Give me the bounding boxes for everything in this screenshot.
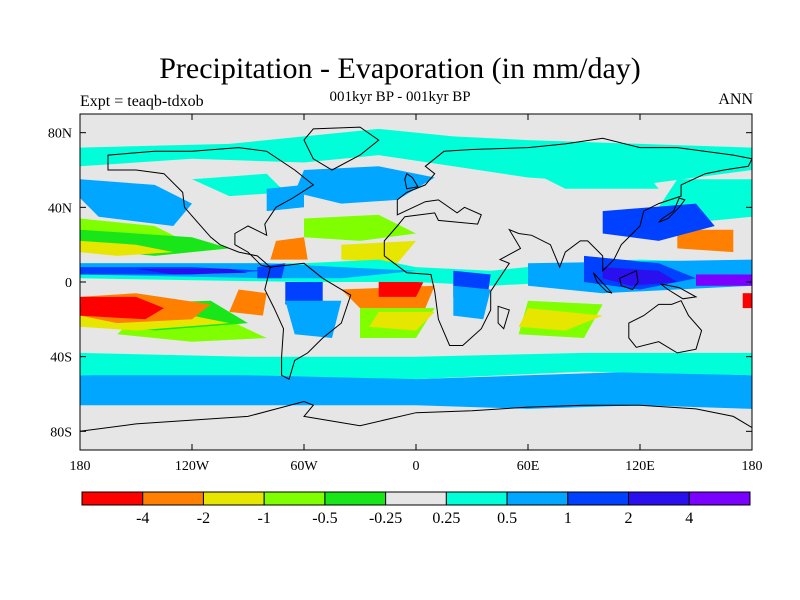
- longitude-axis: 180 120W 60W 0 60E 120E 180: [70, 114, 763, 474]
- coastline-sumatra: [592, 272, 613, 294]
- colorbar-label: -2: [197, 510, 210, 527]
- season-label: ANN: [718, 91, 753, 108]
- map-subtitle: 001kyr BP - 001kyr BP: [329, 89, 471, 105]
- contour-region-34: [696, 274, 752, 286]
- coastline-south-america: [264, 262, 352, 380]
- colorbar-swatch: [688, 491, 751, 506]
- contour-region-33: [602, 267, 678, 286]
- coastline-north-america: [107, 147, 315, 268]
- contour-region-7: [304, 214, 416, 241]
- contour-region-41: [528, 166, 659, 189]
- lon-tick-label: 180: [742, 459, 763, 474]
- contour-region-4: [294, 166, 435, 204]
- contour-region-42: [266, 184, 304, 212]
- contour-fill-layer: [80, 128, 752, 409]
- lon-tick-label: 180: [70, 459, 91, 474]
- colorbar-swatch: [202, 491, 265, 506]
- coastline-eurasia-africa: [383, 137, 752, 346]
- colorbar-swatch: [385, 491, 447, 506]
- colorbar-swatch: [81, 491, 144, 506]
- contour-region-39: [285, 300, 342, 338]
- colorbar-swatch: [506, 491, 569, 506]
- lon-tick-label: 60E: [517, 459, 540, 474]
- colorbar-label: -1: [258, 510, 271, 527]
- coastline-layer: [80, 126, 752, 450]
- contour-region-23: [80, 296, 164, 320]
- latitude-axis: 80N 40N 0 40S 80S: [48, 127, 752, 440]
- colorbar-label: 0.5: [497, 510, 517, 527]
- colorbar-label: 4: [685, 510, 693, 527]
- coastline-japan: [658, 197, 686, 223]
- lon-tick-label: 120E: [625, 459, 655, 474]
- contour-region-22: [677, 229, 734, 253]
- coastline-antarctica: [80, 400, 752, 450]
- lat-tick-label: 80S: [50, 425, 72, 440]
- colorbar-label: 1: [564, 510, 572, 527]
- colorbar-swatch: [628, 491, 690, 506]
- lat-tick-label: 40S: [50, 351, 72, 366]
- lon-tick-label: 120W: [175, 459, 210, 474]
- coastline-uk: [404, 172, 419, 190]
- map-title: Precipitation - Evaporation (in mm/day): [159, 52, 641, 85]
- contour-region-17: [518, 308, 603, 331]
- contour-region-25: [742, 293, 752, 309]
- coastline-madagascar: [497, 305, 510, 330]
- contour-region-13: [80, 240, 174, 256]
- contour-region-20: [229, 289, 267, 316]
- coastline-greenland: [303, 126, 380, 171]
- contour-region-31: [257, 263, 286, 279]
- contour-region-30: [136, 268, 248, 275]
- lat-tick-label: 80N: [48, 127, 72, 142]
- coastline-australia: [628, 300, 703, 354]
- lat-tick-label: 40N: [48, 201, 72, 216]
- lon-tick-label: 60W: [290, 459, 318, 474]
- coastline-indonesia-borneo: [618, 270, 639, 291]
- colorbar-swatch: [263, 491, 326, 506]
- colorbar-label: 0.25: [432, 510, 460, 527]
- contour-region-21: [270, 237, 308, 260]
- contour-region-40: [192, 173, 286, 197]
- lat-tick-label: 0: [65, 276, 72, 291]
- colorbar-label: 2: [625, 510, 633, 527]
- contour-region-15: [341, 240, 416, 264]
- colorbar-swatch: [142, 491, 204, 506]
- experiment-label: Expt = teaqb-tdxob: [80, 93, 204, 110]
- contour-region-2: [80, 352, 752, 380]
- colorbar-swatch: [324, 491, 387, 506]
- colorbar-label: -0.5: [312, 510, 337, 527]
- coastline-new-guinea: [660, 283, 698, 300]
- colorbar: -4 -2 -1 -0.5 -0.25 0.25 0.5 1 2 4: [81, 491, 751, 527]
- contour-region-3: [80, 179, 192, 226]
- colorbar-swatch: [445, 491, 508, 506]
- contour-region-38: [453, 285, 491, 320]
- colorbar-swatch: [567, 491, 630, 506]
- contour-region-1: [80, 371, 752, 409]
- colorbar-label: -0.25: [369, 510, 402, 527]
- lon-tick-label: 0: [413, 459, 420, 474]
- contour-region-16: [369, 311, 435, 331]
- colorbar-label: -4: [136, 510, 149, 527]
